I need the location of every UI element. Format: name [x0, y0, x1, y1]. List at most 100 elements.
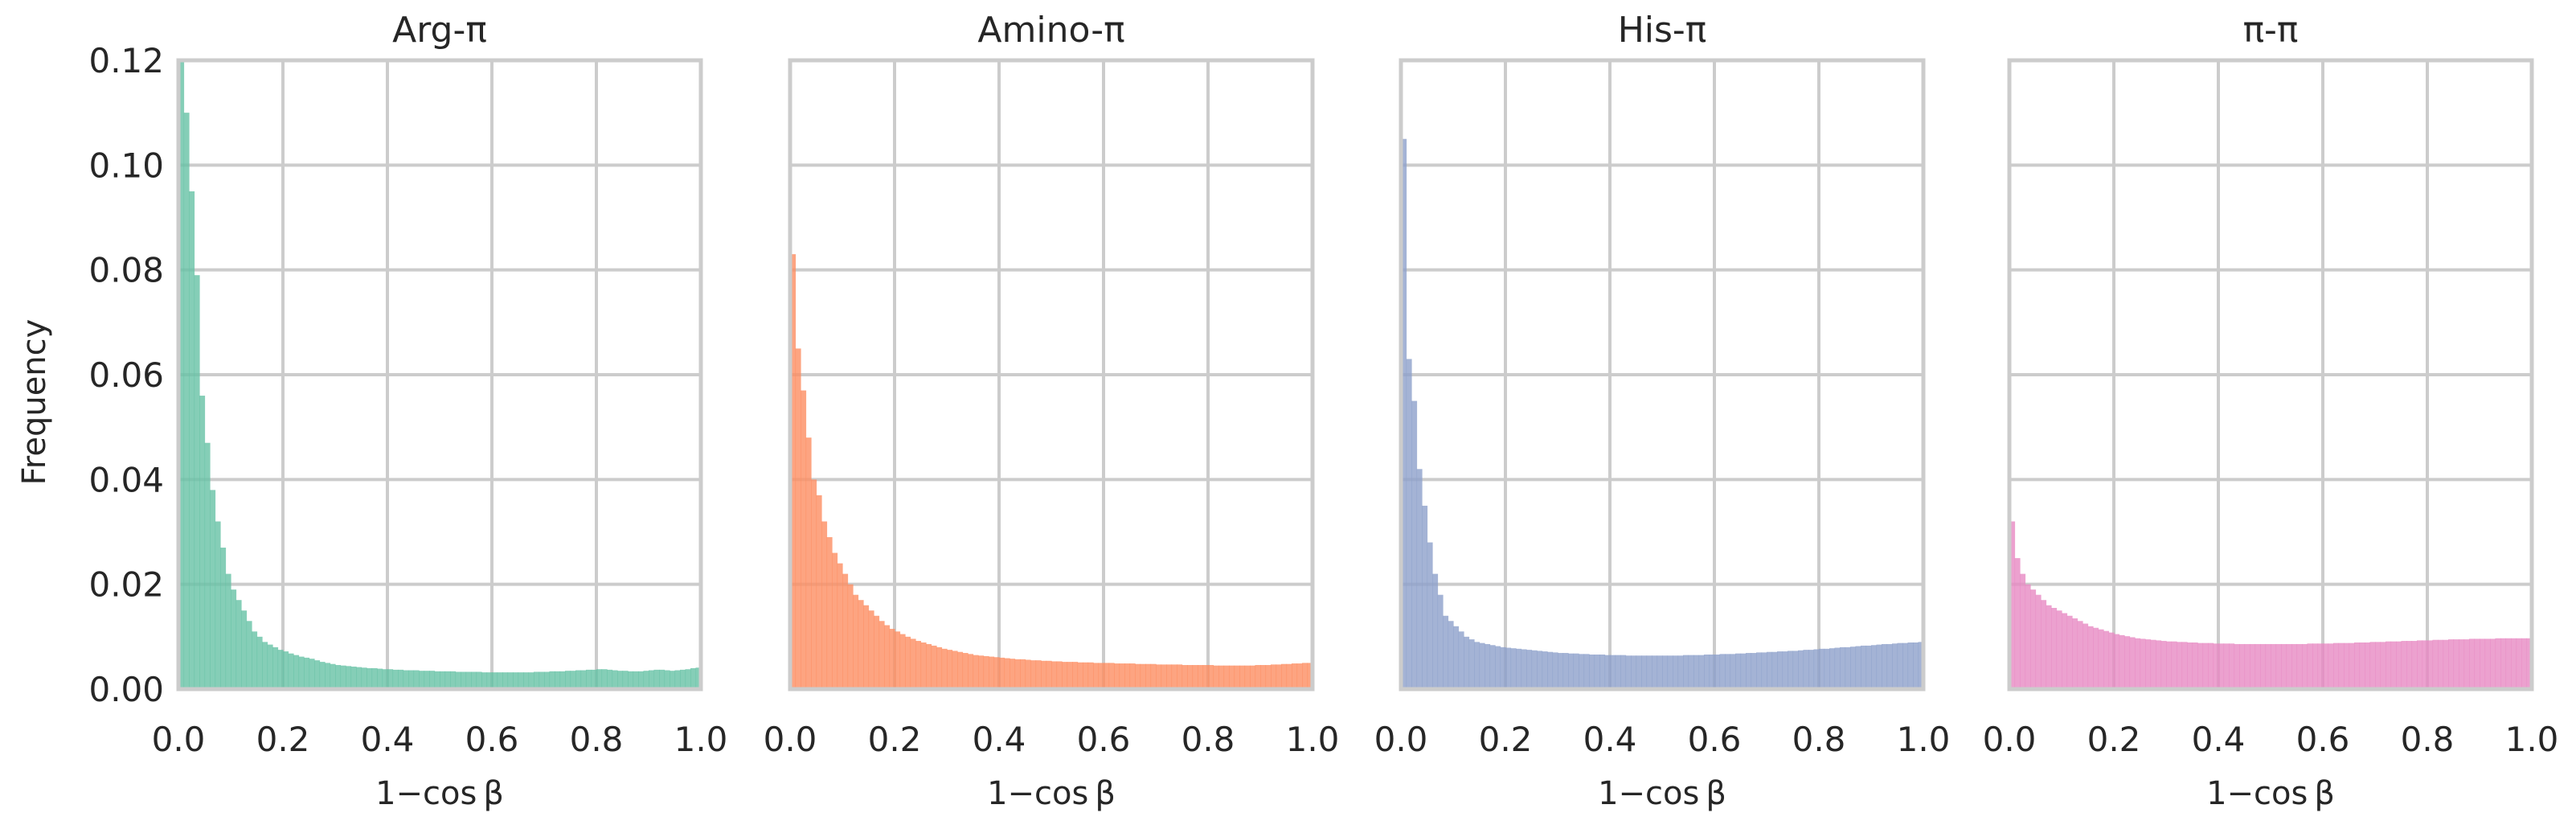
panel-title: Amino-π — [977, 10, 1124, 51]
histogram-bar — [617, 671, 624, 689]
histogram-bar — [1855, 646, 1861, 689]
histogram-bar — [1098, 663, 1104, 689]
histogram-bar — [356, 667, 362, 689]
histogram-bar — [2046, 605, 2052, 689]
histogram-bar — [387, 669, 394, 689]
histogram-bar — [1698, 655, 1705, 689]
histogram-bar — [340, 665, 346, 689]
histogram-bar — [2223, 643, 2230, 689]
histogram-bar — [910, 638, 916, 689]
histogram-bar — [371, 667, 378, 689]
histogram-bar — [346, 666, 352, 689]
histogram-bar — [2484, 638, 2491, 689]
histogram-bar — [2083, 623, 2089, 689]
histogram-bar — [1840, 647, 1846, 689]
histogram-bar — [915, 641, 922, 689]
histogram-bar — [2286, 643, 2292, 689]
x-tick-label: 1.0 — [1286, 720, 1340, 759]
histogram-bar — [1192, 665, 1198, 689]
histogram-bar — [2108, 632, 2115, 689]
histogram-bar — [335, 665, 342, 689]
histogram-bar — [1010, 659, 1016, 689]
histogram-bar — [1505, 647, 1512, 689]
histogram-bar — [695, 667, 702, 689]
histogram-bar — [905, 636, 911, 689]
histogram-bar — [2244, 643, 2250, 689]
histogram-bar — [1882, 643, 1888, 689]
histogram-bar — [450, 671, 457, 689]
histogram-bar — [2250, 643, 2256, 689]
histogram-bar — [1062, 662, 1068, 689]
histogram-bar — [1897, 642, 1903, 689]
plot-frame — [788, 58, 1315, 692]
histogram-bar — [1198, 665, 1204, 689]
histogram-bar — [1244, 665, 1251, 689]
histogram-bar — [1213, 665, 1219, 689]
histogram-bar — [231, 589, 237, 689]
histogram-bar — [649, 670, 655, 689]
histogram-bar — [1479, 642, 1485, 689]
histogram-bar — [2516, 638, 2522, 689]
y-tick-label: 0.06 — [88, 355, 164, 395]
histogram-bar — [1594, 654, 1600, 689]
histogram-bar — [434, 671, 440, 689]
histogram-bar — [2443, 639, 2449, 689]
histogram-bar — [957, 651, 964, 689]
histogram-bar — [596, 669, 603, 689]
histogram-bar — [801, 390, 807, 689]
histogram-bar — [1558, 653, 1564, 689]
histogram-bar — [2307, 643, 2313, 689]
histogram-bar — [931, 645, 937, 689]
histogram-bar — [277, 650, 284, 689]
histogram-bar — [2171, 641, 2177, 689]
x-tick-label: 0.6 — [2296, 720, 2350, 759]
histogram-bar — [1014, 659, 1021, 689]
histogram-bar — [2056, 610, 2062, 689]
histogram-bar — [1756, 652, 1763, 689]
histogram-bar — [889, 629, 895, 689]
histogram-bar — [2354, 642, 2361, 689]
histogram-bar — [1771, 651, 1778, 689]
y-tick-label: 0.02 — [88, 565, 164, 605]
histogram-bar — [2087, 626, 2094, 689]
histogram-bar — [580, 670, 587, 689]
histogram-bar — [502, 672, 509, 689]
histogram-bar — [544, 671, 551, 689]
histogram-bar — [2296, 643, 2303, 689]
histogram-bar — [1276, 664, 1282, 689]
histogram-bar — [1673, 655, 1679, 689]
histogram-bar — [204, 442, 211, 689]
histogram-bar — [1719, 654, 1726, 689]
histogram-bar — [2093, 627, 2099, 689]
x-axis-label: 1−cos β — [2206, 775, 2335, 812]
histogram-bar — [2422, 640, 2428, 689]
histogram-bar — [1714, 654, 1721, 689]
histogram-bar — [1271, 664, 1277, 689]
histogram-bar — [1140, 663, 1146, 689]
histogram-bar — [947, 650, 953, 689]
histogram-bar — [895, 631, 901, 689]
x-tick-label: 0.4 — [361, 720, 415, 759]
histogram-bar — [528, 672, 534, 689]
histogram-bar — [555, 671, 561, 689]
histogram-bar — [2271, 643, 2277, 689]
histogram-bar — [2265, 643, 2271, 689]
x-tick-label: 0.0 — [1374, 720, 1428, 759]
histogram-bar — [1537, 651, 1543, 689]
histogram-bar — [2427, 640, 2434, 689]
plot-frame — [1399, 58, 1926, 692]
histogram-bar — [2114, 634, 2120, 689]
histogram-bar — [2103, 630, 2110, 689]
histogram-bar — [549, 671, 555, 689]
x-tick-label: 0.2 — [868, 720, 922, 759]
histogram-bar — [999, 657, 1005, 689]
histogram-bar — [2035, 594, 2042, 689]
histogram-bar — [1631, 655, 1637, 689]
histogram-bar — [220, 548, 227, 689]
histogram-bar — [1406, 359, 1412, 689]
histogram-bar — [920, 642, 927, 689]
histogram-bar — [2041, 600, 2047, 689]
histogram-bar — [832, 552, 838, 689]
histogram-bar — [1150, 663, 1157, 689]
histogram-bar — [805, 437, 812, 689]
